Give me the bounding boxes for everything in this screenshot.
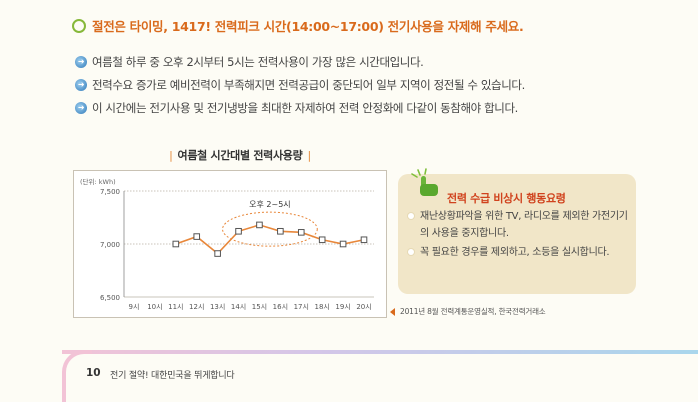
emergency-item-text: 재난상황파악을 위한 TV, 라디오를 제외한 가전기기의 사용을 중지합니다. [420, 211, 628, 239]
x-tick-label: 14시 [231, 303, 246, 311]
bullet-item: ➜ 여름철 하루 중 오후 2시부터 5시는 전력사용이 가장 많은 시간대입니… [75, 50, 675, 73]
footer-gradient-band [62, 350, 698, 354]
source-text: 2011년 8월 전력계통운영실적, 한국전력거래소 [400, 307, 546, 316]
bullet-item: ➜ 이 시간에는 전기사용 및 전기냉방을 최대한 자제하여 전력 안정화에 다… [75, 96, 675, 119]
emergency-item-text: 꼭 필요한 경우를 제외하고, 소등을 실시합니다. [420, 247, 610, 258]
chart-unit-label: (단위: kWh) [80, 178, 116, 186]
x-tick-label: 16시 [273, 303, 288, 311]
title-divider: | [307, 149, 311, 162]
chart-title-text: 여름철 시간대별 전력사용량 [177, 149, 303, 162]
x-tick-label: 10시 [147, 303, 162, 311]
x-tick-label: 11시 [168, 303, 183, 311]
triangle-left-icon [390, 307, 395, 316]
footer [0, 350, 698, 402]
x-tick-label: 9시 [129, 303, 140, 311]
y-tick-label: 6,500 [100, 294, 120, 302]
arrow-bullet-icon: ➜ [75, 78, 87, 91]
x-tick-label: 19시 [335, 303, 350, 311]
bullet-dot [408, 249, 414, 255]
y-tick-label: 7,500 [100, 188, 120, 196]
bullet-text: 전력수요 증가로 예비전력이 부족해지면 전력공급이 중단되어 일부 지역이 정… [92, 77, 525, 92]
data-point [360, 236, 368, 244]
footer-text: 전기 절약! 대한민국을 뛰게합니다 [110, 371, 235, 381]
x-tick-label: 20시 [356, 303, 371, 311]
page-number: 10 [86, 367, 101, 379]
peak-annotation: 오후 2~5시 [249, 200, 291, 209]
headline: 절전은 타이밍, 1417! 전력피크 시간(14:00~17:00) 전기사용… [72, 16, 524, 35]
arrow-bullet-icon: ➜ [75, 55, 87, 68]
x-tick-label: 13시 [210, 303, 225, 311]
data-point [172, 240, 180, 248]
series-line [175, 224, 365, 255]
emergency-item: 꼭 필요한 경우를 제외하고, 소등을 실시합니다. [408, 244, 628, 261]
pointing-hand-icon [411, 168, 438, 196]
data-point [297, 229, 305, 236]
chart-title: | 여름철 시간대별 전력사용량 | [140, 147, 340, 163]
line-chart: 6,500 7,000 7,500 9시 10시 11시 12시 13시 14시 15시 16시 17… [100, 188, 374, 311]
data-point [193, 233, 201, 240]
footer-curve [62, 350, 92, 402]
arrow-bullet-icon: ➜ [75, 101, 87, 114]
bullet-list: ➜ 여름철 하루 중 오후 2시부터 5시는 전력사용이 가장 많은 시간대입니… [75, 50, 675, 119]
source-note: 2011년 8월 전력계통운영실적, 한국전력거래소 [390, 306, 546, 317]
data-point [277, 227, 284, 235]
data-point [318, 236, 326, 244]
data-point [256, 221, 263, 229]
y-tick-label: 7,000 [100, 241, 120, 249]
peak-highlight-ellipse [222, 211, 318, 247]
headline-text: 절전은 타이밍, 1417! 전력피크 시간(14:00~17:00) 전기사용… [92, 19, 524, 34]
emergency-title: 전력 수급 비상시 행동요령 [447, 192, 566, 205]
data-point [235, 227, 242, 235]
title-divider: | [169, 149, 173, 162]
emergency-item: 재난상황파악을 위한 TV, 라디오를 제외한 가전기기의 사용을 중지합니다. [408, 208, 628, 242]
x-tick-label: 17시 [294, 303, 309, 311]
bullet-item: ➜ 전력수요 증가로 예비전력이 부족해지면 전력공급이 중단되어 일부 지역이… [75, 73, 675, 96]
x-tick-label: 18시 [315, 303, 330, 311]
green-ring-icon [72, 18, 86, 33]
emergency-box [398, 174, 636, 294]
bullet-dot [408, 213, 414, 219]
chart-frame: 6,500 7,000 7,500 9시 10시 11시 12시 13시 14시 15시 16시 17… [73, 170, 387, 318]
data-point [214, 250, 221, 257]
x-tick-label: 15시 [252, 303, 267, 311]
bullet-text: 이 시간에는 전기사용 및 전기냉방을 최대한 자제하여 전력 안정화에 다같이… [92, 100, 518, 115]
x-tick-label: 12시 [189, 303, 204, 311]
bullet-text: 여름철 하루 중 오후 2시부터 5시는 전력사용이 가장 많은 시간대입니다. [92, 54, 424, 69]
data-point [339, 240, 347, 248]
